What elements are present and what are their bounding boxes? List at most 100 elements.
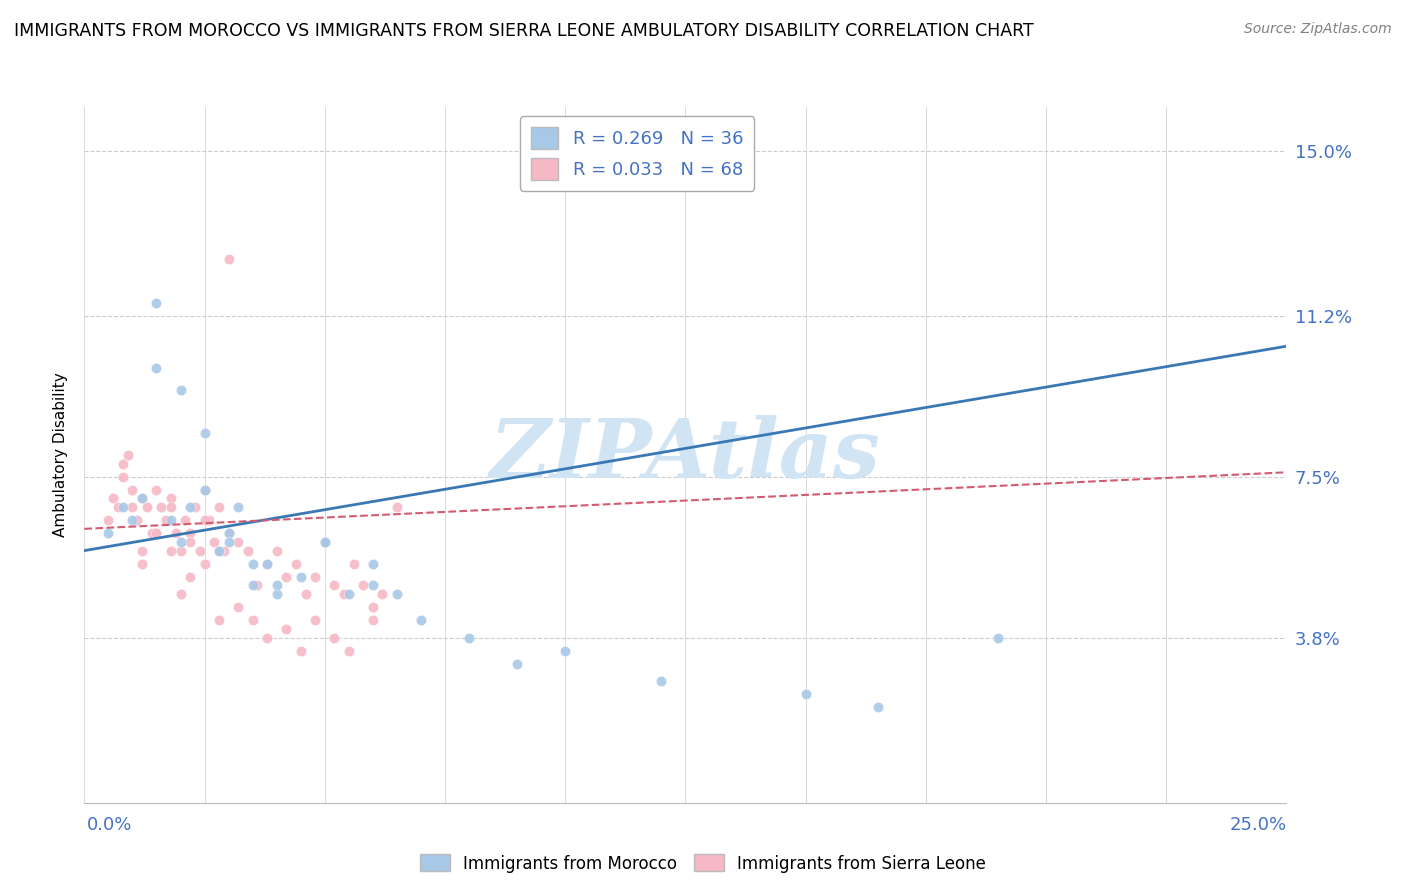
Point [361,613,384,627]
Point [304,613,326,627]
Point [276,570,298,584]
Point [155,513,177,527]
Point [131,557,153,571]
Point [179,500,201,514]
Point [208,613,231,627]
Point [160,513,183,527]
Point [323,578,346,592]
Point [169,383,191,397]
Text: Source: ZipAtlas.com: Source: ZipAtlas.com [1244,22,1392,37]
Point [194,513,217,527]
Point [179,526,201,541]
Point [97,526,120,541]
Point [218,252,240,267]
Text: ZIPAtlas: ZIPAtlas [489,415,882,495]
Point [352,578,374,592]
Point [256,631,278,645]
Point [194,557,217,571]
Point [160,543,183,558]
Point [111,469,134,483]
Point [145,295,167,310]
Point [242,578,264,592]
Point [145,526,167,541]
Point [266,587,288,601]
Point [218,526,240,541]
Point [135,500,157,514]
Point [361,578,384,592]
Point [343,557,366,571]
Point [160,500,183,514]
Point [208,543,231,558]
Point [337,587,360,601]
Point [226,500,249,514]
Point [194,483,217,497]
Point [160,491,183,506]
Text: IMMIGRANTS FROM MOROCCO VS IMMIGRANTS FROM SIERRA LEONE AMBULATORY DISABILITY CO: IMMIGRANTS FROM MOROCCO VS IMMIGRANTS FR… [14,22,1033,40]
Point [256,557,278,571]
Point [188,543,211,558]
Point [266,578,288,592]
Point [107,500,129,514]
Point [202,535,225,549]
Point [361,557,384,571]
Point [145,360,167,375]
Y-axis label: Ambulatory Disability: Ambulatory Disability [53,373,69,537]
Point [323,631,346,645]
Point [198,513,221,527]
Point [314,535,336,549]
Point [212,543,235,558]
Point [208,543,231,558]
Point [290,570,312,584]
Point [266,543,288,558]
Point [226,600,249,615]
Point [650,674,672,689]
Point [208,500,231,514]
Point [337,643,360,657]
Point [179,570,201,584]
Point [169,535,191,549]
Text: 0.0%: 0.0% [87,816,132,834]
Point [371,587,394,601]
Point [304,570,326,584]
Point [294,587,316,601]
Point [256,557,278,571]
Point [458,631,481,645]
Text: 25.0%: 25.0% [1229,816,1286,834]
Point [127,513,149,527]
Legend: Immigrants from Morocco, Immigrants from Sierra Leone: Immigrants from Morocco, Immigrants from… [413,847,993,880]
Point [169,543,191,558]
Point [333,587,356,601]
Point [111,500,134,514]
Point [169,587,191,601]
Point [131,491,153,506]
Point [385,587,408,601]
Point [409,613,432,627]
Point [121,500,143,514]
Point [179,535,201,549]
Point [226,535,249,549]
Point [987,631,1010,645]
Point [218,526,240,541]
Point [97,513,120,527]
Point [141,526,163,541]
Point [290,643,312,657]
Point [165,526,187,541]
Point [194,426,217,441]
Point [145,483,167,497]
Point [242,557,264,571]
Point [554,643,576,657]
Point [194,483,217,497]
Point [218,535,240,549]
Point [131,491,153,506]
Point [145,526,167,541]
Point [121,513,143,527]
Point [150,500,173,514]
Point [117,448,139,462]
Point [121,483,143,497]
Point [103,491,125,506]
Point [385,500,408,514]
Point [276,622,298,636]
Point [361,600,384,615]
Point [236,543,259,558]
Point [246,578,269,592]
